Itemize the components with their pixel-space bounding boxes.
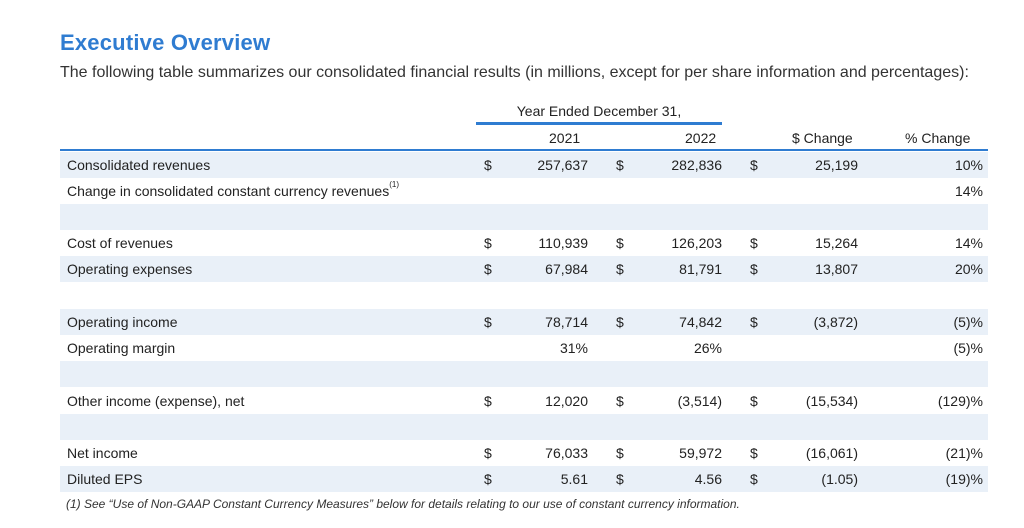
table-row: Net income $ 76,033 $ 59,972 $ (16,061) …: [60, 440, 988, 466]
currency-change: $: [750, 157, 758, 173]
row-label: Operating income: [67, 314, 178, 330]
value-2022: 126,203: [671, 235, 722, 251]
row-label: Diluted EPS: [67, 471, 143, 487]
value-2021: 31%: [559, 340, 588, 356]
spacer-row: [60, 361, 988, 387]
currency-change: $: [750, 445, 758, 461]
row-label: Change in consolidated constant currency…: [67, 178, 399, 204]
dollar-change: (15,534): [805, 393, 858, 409]
currency-2021: $: [484, 471, 492, 487]
dollar-change: 25,199: [815, 157, 858, 173]
table-row: Operating margin 31% 26% (5)%: [60, 335, 988, 361]
table-row: Consolidated revenues $ 257,637 $ 282,83…: [60, 152, 988, 178]
table-row: Other income (expense), net $ 12,020 $ (…: [60, 388, 988, 414]
col-header-dollar-change: $ Change: [792, 130, 853, 146]
value-2021: 12,020: [545, 393, 588, 409]
value-2022: 81,791: [679, 261, 722, 277]
value-2022: 282,836: [671, 157, 722, 173]
intro-text: The following table summarizes our conso…: [60, 64, 969, 81]
currency-2021: $: [484, 157, 492, 173]
percent-change: 14%: [954, 183, 983, 199]
currency-2022: $: [616, 261, 624, 277]
period-underline: [476, 122, 722, 125]
row-label: Other income (expense), net: [67, 393, 245, 409]
currency-change: $: [750, 235, 758, 251]
currency-2022: $: [616, 445, 624, 461]
percent-change: 20%: [954, 261, 983, 277]
dollar-change: (16,061): [805, 445, 858, 461]
value-2022: 4.56: [694, 471, 722, 487]
percent-change: (129)%: [937, 393, 983, 409]
value-2022: 59,972: [679, 445, 722, 461]
currency-change: $: [750, 314, 758, 330]
table-row: Operating income $ 78,714 $ 74,842 $ (3,…: [60, 309, 988, 335]
value-2021: 76,033: [545, 445, 588, 461]
currency-2021: $: [484, 235, 492, 251]
currency-change: $: [750, 261, 758, 277]
table-row: Diluted EPS $ 5.61 $ 4.56 $ (1.05) (19)%: [60, 466, 988, 492]
percent-change: (21)%: [945, 445, 983, 461]
spacer-row: [60, 282, 988, 308]
percent-change: (5)%: [953, 314, 983, 330]
spacer-row: [60, 204, 988, 230]
value-2022: (3,514): [677, 393, 722, 409]
table-row: Operating expenses $ 67,984 $ 81,791 $ 1…: [60, 256, 988, 282]
percent-change: (19)%: [945, 471, 983, 487]
header-rule: [60, 149, 988, 151]
value-2022: 26%: [693, 340, 722, 356]
percent-change: 10%: [954, 157, 983, 173]
currency-2022: $: [616, 157, 624, 173]
dollar-change: (1.05): [821, 471, 858, 487]
value-2021: 67,984: [545, 261, 588, 277]
value-2021: 257,637: [537, 157, 588, 173]
currency-2021: $: [484, 261, 492, 277]
value-2022: 74,842: [679, 314, 722, 330]
page-title: Executive Overview: [60, 30, 271, 55]
value-2021: 110,939: [538, 235, 588, 251]
currency-change: $: [750, 393, 758, 409]
col-header-percent-change: % Change: [905, 130, 971, 146]
row-label: Operating expenses: [67, 261, 193, 277]
spacer-row: [60, 414, 988, 440]
col-header-2022: 2022: [685, 130, 717, 146]
currency-2021: $: [484, 314, 492, 330]
row-label: Consolidated revenues: [67, 157, 211, 173]
footnote: (1) See “Use of Non-GAAP Constant Curren…: [66, 497, 740, 511]
row-label: Operating margin: [67, 340, 176, 356]
row-label: Cost of revenues: [67, 235, 173, 251]
col-header-2021: 2021: [549, 130, 581, 146]
table-row: Cost of revenues $ 110,939 $ 126,203 $ 1…: [60, 230, 988, 256]
table-row: Change in consolidated constant currency…: [60, 178, 988, 204]
row-label: Net income: [67, 445, 138, 461]
dollar-change: 15,264: [815, 235, 858, 251]
currency-2022: $: [616, 471, 624, 487]
currency-2022: $: [616, 314, 624, 330]
dollar-change: (3,872): [813, 314, 858, 330]
period-header: Year Ended December 31,: [516, 103, 682, 119]
currency-2022: $: [616, 235, 624, 251]
dollar-change: 13,807: [815, 261, 858, 277]
percent-change: (5)%: [953, 340, 983, 356]
value-2021: 78,714: [545, 314, 588, 330]
percent-change: 14%: [954, 235, 983, 251]
currency-2022: $: [616, 393, 624, 409]
currency-2021: $: [484, 445, 492, 461]
footnote-ref: (1): [389, 180, 399, 189]
currency-change: $: [750, 471, 758, 487]
value-2021: 5.61: [560, 471, 588, 487]
currency-2021: $: [484, 393, 492, 409]
row-label-text: Change in consolidated constant currency…: [67, 183, 390, 199]
